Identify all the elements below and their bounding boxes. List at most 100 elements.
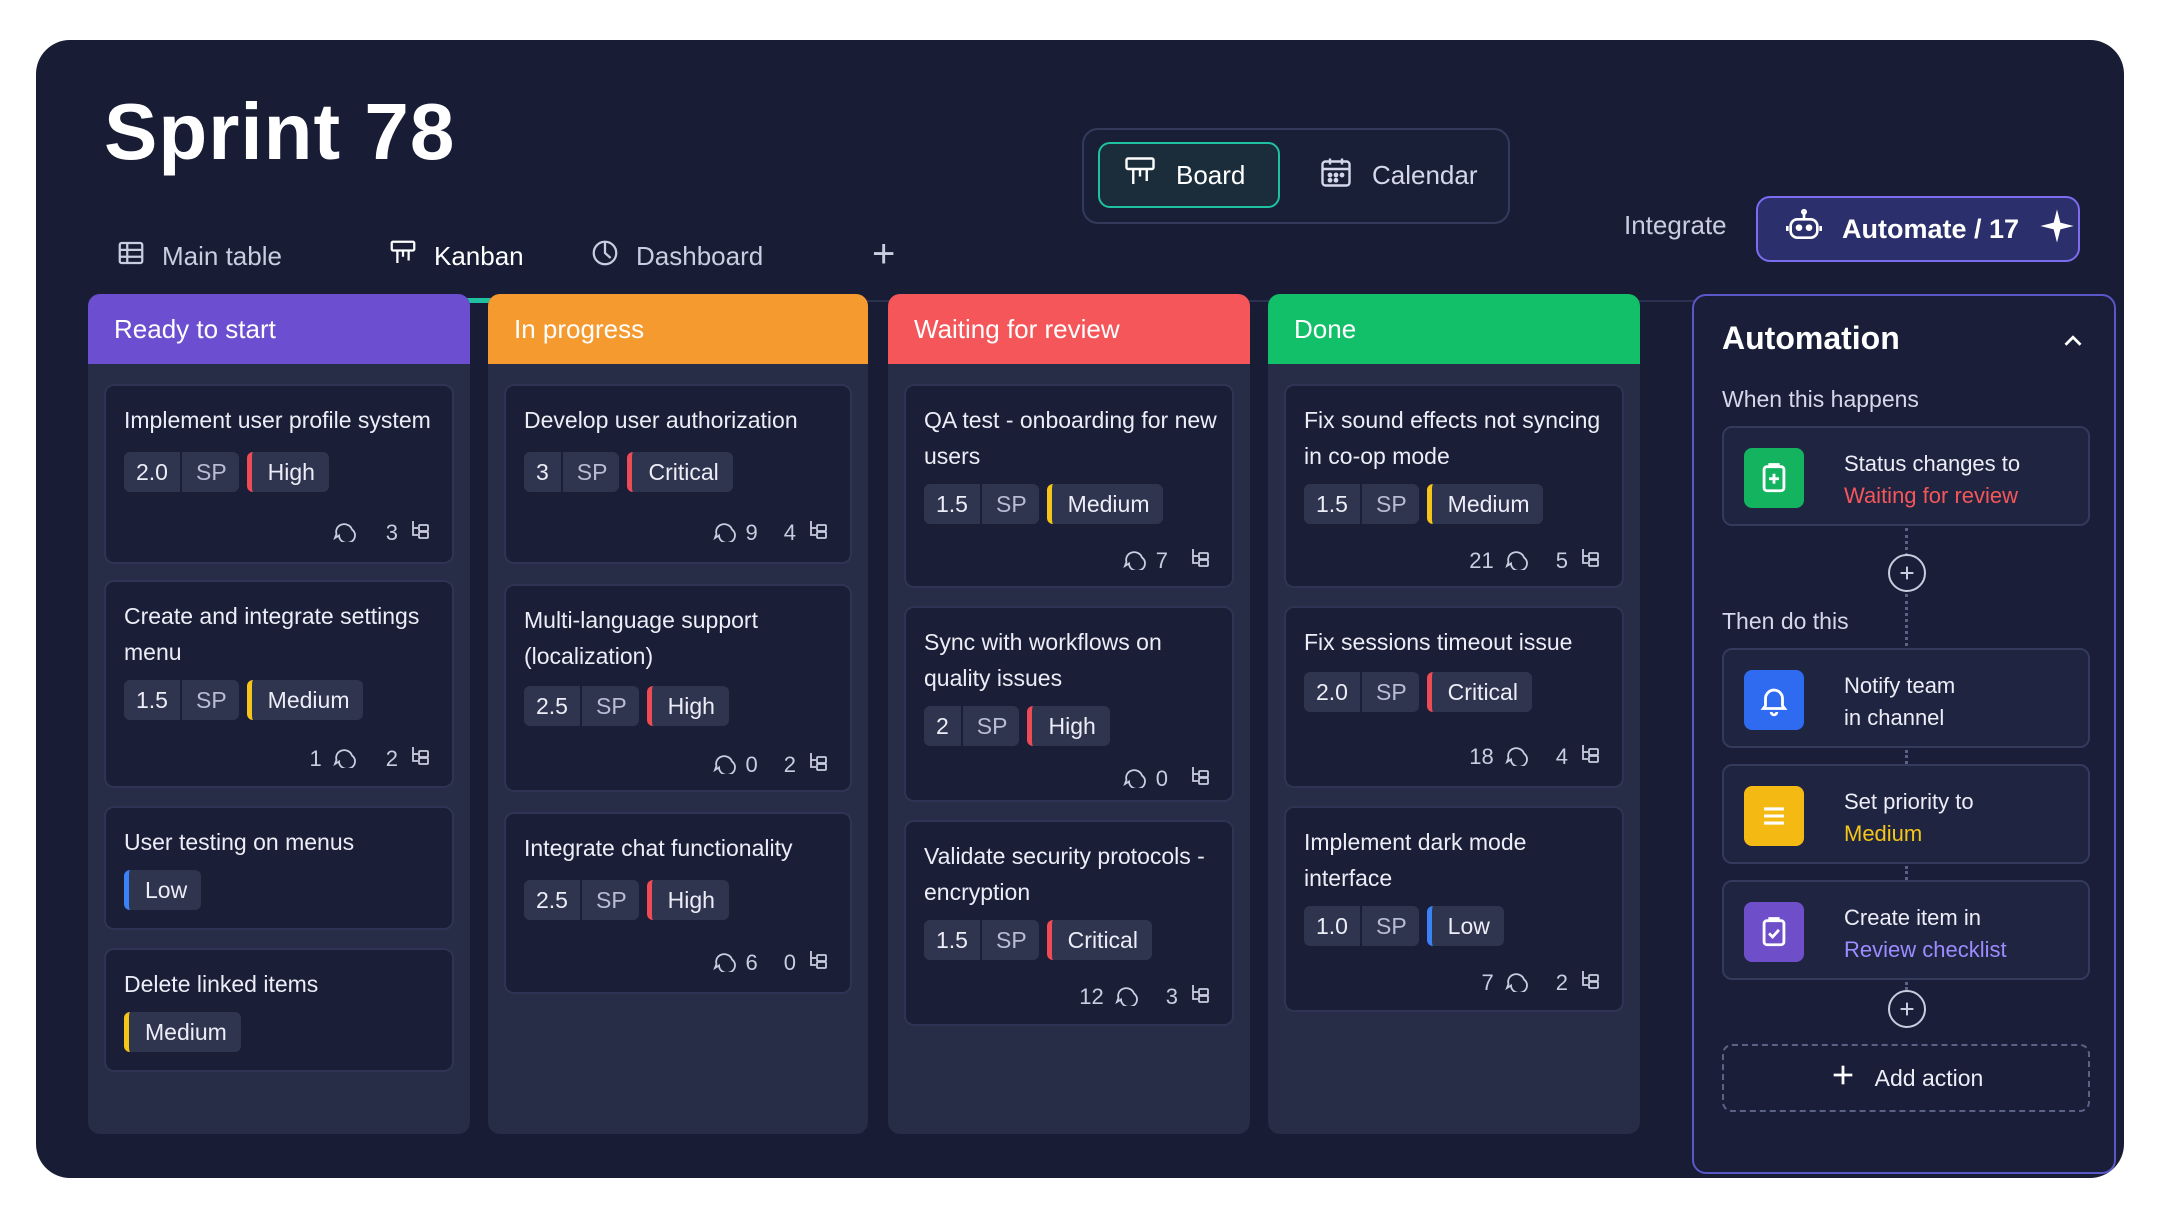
comment-count: 0 <box>745 752 758 777</box>
story-points-badge: 2.5 SP <box>524 880 639 920</box>
column-header: Ready to start <box>88 294 470 364</box>
priority-badge: High <box>246 452 329 492</box>
comment-icon <box>712 948 736 978</box>
priority-badge: Medium <box>246 680 364 720</box>
story-points-badge: 1.5 SP <box>924 484 1039 524</box>
action-card-priority[interactable]: Set priority to Medium <box>1722 764 2090 864</box>
action-text: Notify team in channel <box>1844 673 1956 730</box>
card-title: Create and integrate settings menu <box>124 603 420 665</box>
action-card-create-item[interactable]: Create item in Review checklist <box>1722 880 2090 980</box>
task-card[interactable]: Multi-language support (localization) 2.… <box>504 584 852 792</box>
bell-icon <box>1744 670 1804 730</box>
calendar-view-button[interactable]: Calendar <box>1296 142 1496 208</box>
priority-badge: Critical <box>1046 920 1152 960</box>
comment-icon <box>1122 764 1146 794</box>
card-title: Fix sound effects not syncing in co-op m… <box>1304 407 1601 469</box>
flow-connector <box>1905 528 1908 556</box>
comment-icon <box>712 518 736 548</box>
subitem-count: 2 <box>783 752 796 777</box>
subitems-icon <box>1188 982 1212 1012</box>
automate-button[interactable]: Automate / 17 <box>1756 196 2080 262</box>
subitem-count: 5 <box>1555 548 1568 573</box>
robot-icon <box>1784 206 1824 253</box>
subitems-icon <box>1188 546 1212 576</box>
add-step-button[interactable] <box>1888 990 1926 1028</box>
subitem-count: 2 <box>1555 970 1568 995</box>
comment-count: 6 <box>745 950 758 975</box>
comment-count: 7 <box>1155 548 1168 573</box>
task-card[interactable]: Validate security protocols - encryption… <box>904 820 1234 1026</box>
subitem-count: 4 <box>783 520 796 545</box>
card-title: Implement user profile system <box>124 407 431 433</box>
flow-connector <box>1905 982 1908 996</box>
comment-icon <box>1114 982 1138 1012</box>
action-card-notify[interactable]: Notify team in channel <box>1722 648 2090 748</box>
add-view-button[interactable]: + <box>872 232 896 276</box>
add-action-button[interactable]: Add action <box>1722 1044 2090 1112</box>
story-points-badge: 1.5 SP <box>124 680 239 720</box>
comment-count: 12 <box>1079 984 1104 1009</box>
tab-kanban[interactable]: Kanban <box>388 210 524 302</box>
page-title: Sprint 78 <box>104 87 456 176</box>
clock-icon <box>590 238 620 275</box>
kanban-icon <box>1122 154 1158 197</box>
task-card[interactable]: Fix sound effects not syncing in co-op m… <box>1284 384 1624 588</box>
subitems-icon <box>408 518 432 548</box>
comment-count: 1 <box>309 746 322 771</box>
column-ready-to-start: Ready to start Implement user profile sy… <box>88 294 470 1134</box>
task-card[interactable]: Integrate chat functionality 2.5 SP High … <box>504 812 852 994</box>
integrate-button[interactable]: Integrate <box>1624 210 1727 240</box>
task-card[interactable]: Delete linked items Medium <box>104 948 454 1072</box>
tab-dashboard[interactable]: Dashboard <box>590 210 763 302</box>
sparkle-icon <box>2037 206 2077 253</box>
comment-icon <box>1122 546 1146 576</box>
column-header: Done <box>1268 294 1640 364</box>
clipboard-icon <box>1744 902 1804 962</box>
tab-label: Main table <box>162 240 282 271</box>
tab-main-table[interactable]: Main table <box>116 210 282 302</box>
board-view-button[interactable]: Board <box>1098 142 1280 208</box>
status-change-icon <box>1744 448 1804 508</box>
subitems-icon <box>1578 546 1602 576</box>
task-card[interactable]: Develop user authorization 3 SP Critical … <box>504 384 852 564</box>
story-points-badge: 3 SP <box>524 452 620 492</box>
card-title: Fix sessions timeout issue <box>1304 629 1573 655</box>
action-text: Set priority to Medium <box>1844 789 1974 846</box>
tab-label: Kanban <box>434 240 524 271</box>
story-points-badge: 2.5 SP <box>524 686 639 726</box>
automation-title: Automation <box>1722 320 1900 356</box>
subitems-icon <box>806 518 830 548</box>
comment-icon <box>332 518 356 548</box>
chevron-up-icon[interactable] <box>2058 326 2088 356</box>
task-card[interactable]: Implement dark mode interface 1.0 SP Low … <box>1284 806 1624 1012</box>
column-waiting-for-review: Waiting for review QA test - onboarding … <box>888 294 1250 1134</box>
task-card[interactable]: User testing on menus Low <box>104 806 454 930</box>
card-title: Multi-language support (localization) <box>524 607 758 669</box>
comment-count: 0 <box>1155 766 1168 791</box>
priority-badge: High <box>1027 706 1110 746</box>
trigger-text: Status changes to Waiting for review <box>1844 451 2021 508</box>
task-card[interactable]: Fix sessions timeout issue 2.0 SP Critica… <box>1284 606 1624 788</box>
subitems-icon <box>1188 764 1212 794</box>
subitem-count: 3 <box>385 520 398 545</box>
comment-count: 7 <box>1481 970 1494 995</box>
priority-badge: Medium <box>124 1012 241 1052</box>
story-points-badge: 2.0 SP <box>1304 672 1419 712</box>
card-title: Implement dark mode interface <box>1304 829 1527 891</box>
trigger-card[interactable]: Status changes to Waiting for review <box>1722 426 2090 526</box>
priority-badge: High <box>646 686 729 726</box>
task-card[interactable]: Create and integrate settings menu 1.5 SP… <box>104 580 454 788</box>
tab-label: Dashboard <box>636 240 764 271</box>
add-step-button[interactable] <box>1888 554 1926 592</box>
add-action-label: Add action <box>1874 1064 1984 1091</box>
card-title: Integrate chat functionality <box>524 835 793 861</box>
subitem-count: 3 <box>1165 984 1178 1009</box>
task-card[interactable]: QA test - onboarding for new users 1.5 SP… <box>904 384 1234 588</box>
task-card[interactable]: Implement user profile system 2.0 SP High… <box>104 384 454 564</box>
priority-badge: Low <box>124 870 202 910</box>
comment-icon <box>1504 968 1528 998</box>
priority-badge: Medium <box>1426 484 1544 524</box>
card-title: Validate security protocols - encryption <box>924 843 1205 905</box>
flow-connector <box>1905 866 1908 880</box>
